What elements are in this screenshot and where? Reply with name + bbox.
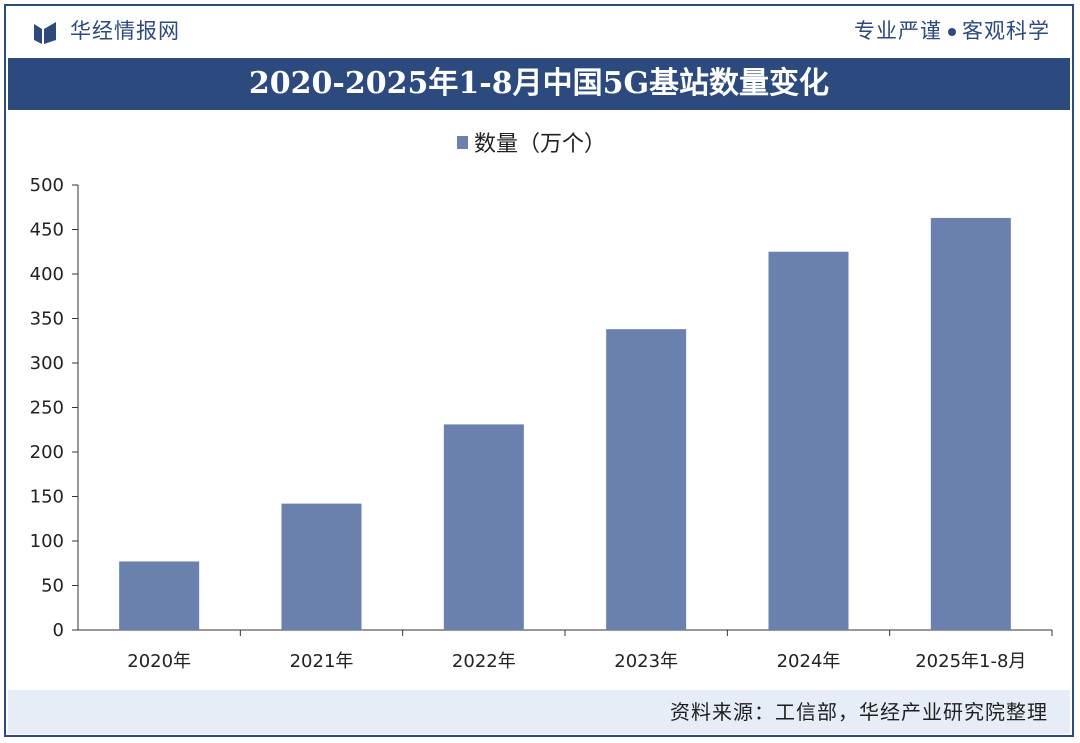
x-tick-label: 2021年 <box>290 651 354 672</box>
y-tick-label: 450 <box>30 220 64 241</box>
footer: 资料来源：工信部，华经产业研究院整理 <box>8 690 1070 734</box>
bar <box>768 251 849 630</box>
bar <box>281 503 362 630</box>
x-tick-label: 2023年 <box>614 651 678 672</box>
chart-title: 2020-2025年1-8月中国5G基站数量变化 <box>248 66 830 101</box>
y-tick-label: 250 <box>30 398 64 419</box>
bar <box>443 424 524 630</box>
y-tick-label: 150 <box>30 487 64 508</box>
source-note: 资料来源：工信部，华经产业研究院整理 <box>670 700 1048 724</box>
y-tick-label: 200 <box>30 442 64 463</box>
legend-label: 数量（万个） <box>474 132 606 157</box>
header: 华经情报网 专业严谨 客观科学 <box>6 6 1072 52</box>
title-bar: 2020-2025年1-8月中国5G基站数量变化 <box>8 58 1070 110</box>
brand-name: 华经情报网 <box>70 19 180 43</box>
legend-swatch <box>457 136 468 149</box>
y-tick-label: 0 <box>53 620 64 641</box>
x-tick-label: 2022年 <box>452 651 516 672</box>
x-tick-label: 2025年1-8月 <box>915 651 1026 672</box>
bar <box>930 217 1011 630</box>
brand-logo-icon <box>34 22 56 44</box>
bar <box>606 329 687 630</box>
x-tick-label: 2020年 <box>127 651 191 672</box>
slogan-left: 专业严谨 <box>854 19 942 43</box>
y-tick-label: 300 <box>30 353 64 374</box>
y-tick-label: 500 <box>30 175 64 196</box>
y-tick-label: 50 <box>41 576 64 597</box>
bar <box>119 561 200 630</box>
y-tick-label: 400 <box>30 264 64 285</box>
slogan: 专业严谨 客观科学 <box>854 16 1050 46</box>
x-tick-label: 2024年 <box>777 651 841 672</box>
separator-dot-icon <box>948 28 956 36</box>
y-tick-label: 100 <box>30 531 64 552</box>
slogan-right: 客观科学 <box>962 19 1050 43</box>
y-tick-label: 350 <box>30 309 64 330</box>
